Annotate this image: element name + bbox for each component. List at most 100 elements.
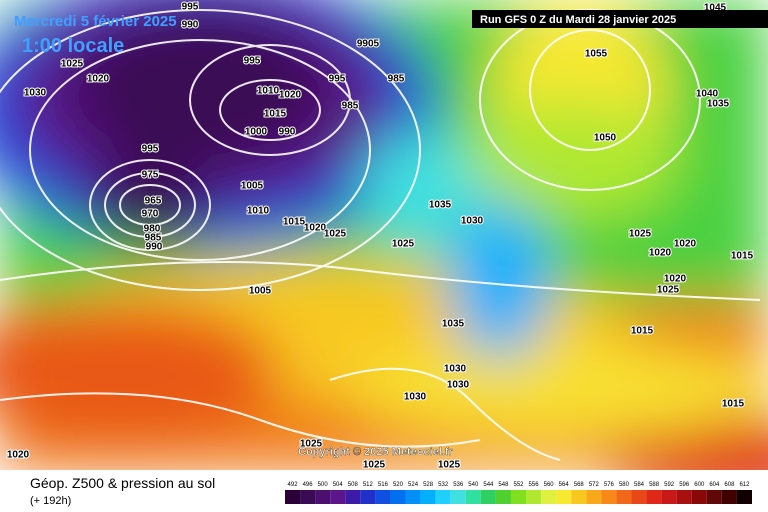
isobar-label: 1020 [279,90,302,101]
scale-swatch [706,490,722,504]
isobar-label: 985 [388,74,405,85]
isobar-label: 1030 [24,88,47,99]
scale-label: 612 [739,482,750,488]
scale-swatch [390,490,406,504]
isobar-label: 1030 [404,392,427,403]
copyright: Copyright © 2025 Meteociel.fr [298,446,454,458]
isobar-label: 1020 [674,239,697,250]
scale-label: 568 [574,482,585,488]
isobar-label: 1010 [257,86,280,97]
isobar-label: 1035 [442,319,465,330]
scale-swatch [676,490,692,504]
isobar-label: 1020 [87,74,110,85]
isobar-label: 985 [342,101,359,112]
forecast-lead: (+ 192h) [30,495,71,507]
scale-label: 540 [468,482,479,488]
isobar-label: 1025 [392,239,415,250]
scale-swatch [616,490,632,504]
isobar-label: 1020 [664,274,687,285]
scale-label: 584 [634,482,645,488]
isobar-label: 1005 [249,286,272,297]
scale-label: 516 [378,482,389,488]
isobar-label: 975 [142,170,159,181]
scale-swatch [450,490,466,504]
scale-label: 596 [679,482,690,488]
scale-label: 604 [709,482,720,488]
scale-label: 556 [529,482,540,488]
isobar-label: 1030 [461,216,484,227]
isobar-label: 1015 [731,251,754,262]
scale-label: 560 [544,482,555,488]
scale-swatch [721,490,737,504]
scale-label: 544 [483,482,494,488]
isobar-label: 1020 [7,450,30,461]
scale-swatch [405,490,421,504]
scale-swatch [315,490,331,504]
scale-label: 500 [318,482,329,488]
scale-swatch [661,490,677,504]
scale-label: 608 [724,482,735,488]
scale-swatch [375,490,391,504]
isobar-label: 1005 [241,181,264,192]
scale-swatch [330,490,346,504]
scale-label: 600 [694,482,705,488]
isobar-label: 1025 [61,59,84,70]
isobar-label: 1020 [304,223,327,234]
scale-swatch [360,490,376,504]
scale-label: 492 [288,482,299,488]
scale-label: 564 [559,482,570,488]
isobar-lines [0,9,761,461]
geopotential-field [0,0,768,500]
scale-swatch [736,490,752,504]
isobar-label: 1025 [438,460,461,471]
scale-swatch [285,490,301,504]
scale-label: 504 [333,482,344,488]
isobar-label: 980 [144,224,161,235]
scale-swatch [691,490,707,504]
scale-swatch [420,490,436,504]
isobar-label: 1010 [247,206,270,217]
scale-swatch [586,490,602,504]
scale-label: 532 [438,482,449,488]
color-scale: 492 496 500 504 508 512 516 520 524 528 532 536 540 5… [285,482,752,504]
scale-label: 552 [513,482,524,488]
isobar-label: 1015 [264,109,287,120]
isobar-label: 1020 [649,248,672,259]
scale-label: 592 [664,482,675,488]
scale-swatch [345,490,361,504]
valid-date: Mercredi 5 février 2025 [14,13,177,30]
scale-swatch [541,490,557,504]
scale-swatch [465,490,481,504]
scale-label: 528 [423,482,434,488]
footer-title: Géop. Z500 & pression au sol [30,475,215,491]
scale-swatch [480,490,496,504]
isobar-label: 1025 [657,285,680,296]
isobar-label: 1040 [696,89,719,100]
isobar-label: 965 [145,196,162,207]
scale-swatch [300,490,316,504]
scale-swatch [601,490,617,504]
isobar-label: 1025 [629,229,652,240]
isobar-label: 1025 [363,460,386,471]
isobar-label: 1030 [447,380,470,391]
scale-label: 536 [453,482,464,488]
isobar-label: 1015 [283,217,306,228]
isobar-label: 1015 [722,399,745,410]
isobar-label: 1055 [585,49,608,60]
isobar-label: 9905 [357,39,380,50]
scale-swatch [510,490,527,504]
isobar-label: 1035 [429,200,452,211]
isobar-label: 1030 [444,364,467,375]
scale-label: 512 [363,482,374,488]
isobar-label: 1035 [707,99,730,110]
run-info: Run GFS 0 Z du Mardi 28 janvier 2025 [480,14,676,26]
isobar-label: 990 [279,127,296,138]
scale-label: 548 [498,482,509,488]
isobar-label: 1025 [300,439,323,450]
isobar-label: 1000 [245,127,268,138]
scale-label: 496 [303,482,314,488]
isobar-label: 995 [182,2,199,13]
scale-swatch [571,490,587,504]
